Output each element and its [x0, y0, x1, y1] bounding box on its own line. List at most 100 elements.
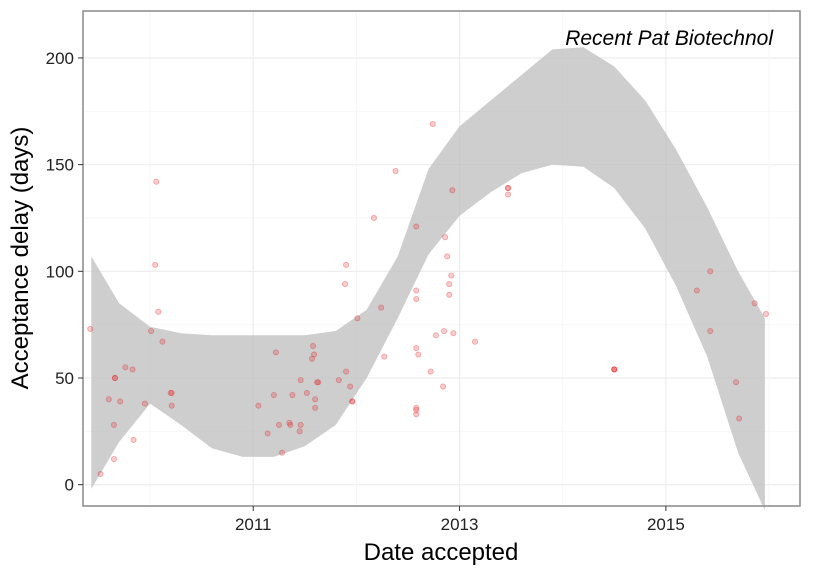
data-point — [148, 327, 155, 335]
data-point — [110, 456, 117, 463]
data-point — [122, 364, 129, 371]
smoothing-confidence-band — [91, 47, 765, 511]
plot-panel-border — [82, 10, 801, 507]
data-point — [159, 338, 166, 345]
data-point — [611, 366, 618, 373]
data-point — [370, 214, 377, 222]
data-point — [303, 389, 310, 396]
data-point — [441, 327, 448, 335]
y-tick-label: 100 — [46, 262, 74, 281]
axis-ticks: 0 50 100 150 200 2011 2013 2015 — [46, 49, 685, 534]
data-point — [504, 185, 512, 192]
data-point — [413, 295, 420, 303]
data-point — [287, 421, 294, 428]
data-point — [289, 392, 296, 399]
data-point — [111, 374, 119, 382]
data-point — [439, 383, 447, 390]
data-point — [310, 342, 317, 350]
y-tick-label: 150 — [46, 156, 74, 175]
data-point — [427, 368, 434, 375]
data-point — [449, 187, 456, 194]
data-point — [762, 310, 770, 318]
data-point — [611, 366, 618, 373]
data-point — [255, 402, 262, 409]
data-point — [611, 366, 618, 373]
data-point — [471, 338, 479, 345]
data-point — [275, 421, 283, 428]
data-point — [168, 402, 175, 409]
y-tick-label: 200 — [46, 49, 74, 68]
data-point — [732, 379, 740, 386]
data-point — [343, 368, 350, 375]
data-point — [111, 374, 119, 382]
data-point — [279, 449, 286, 456]
data-point — [312, 396, 319, 403]
data-point — [314, 379, 321, 386]
data-point — [442, 234, 449, 241]
data-point — [415, 351, 422, 358]
data-points — [87, 121, 770, 478]
chart-annotation: Recent Pat Biotechnol — [565, 27, 774, 50]
data-point — [286, 419, 293, 426]
data-point — [272, 349, 279, 356]
data-point — [97, 470, 104, 478]
data-point — [141, 400, 148, 407]
y-tick-label: 50 — [55, 369, 74, 388]
data-point — [311, 351, 318, 358]
data-point — [130, 436, 137, 443]
y-axis-title: Acceptance delay (days) — [7, 127, 34, 390]
data-point — [110, 421, 117, 428]
data-point — [315, 379, 322, 386]
data-point — [87, 325, 94, 332]
data-point — [270, 392, 277, 399]
data-point — [693, 287, 700, 294]
data-point — [349, 398, 356, 405]
data-point — [413, 411, 420, 418]
data-point — [343, 261, 350, 268]
data-point — [354, 315, 361, 322]
x-axis-title: Date accepted — [364, 539, 519, 566]
data-point — [335, 377, 342, 384]
x-tick-label: 2011 — [235, 515, 272, 534]
data-point — [450, 330, 457, 337]
data-point — [504, 191, 512, 198]
data-point — [155, 308, 162, 315]
data-point — [446, 291, 453, 298]
data-point — [153, 178, 160, 185]
data-point — [413, 287, 420, 294]
data-point — [168, 389, 175, 396]
data-point — [413, 223, 420, 230]
data-point — [432, 332, 439, 339]
data-point — [444, 253, 451, 260]
data-point — [736, 415, 743, 422]
data-point — [413, 345, 420, 352]
data-point — [308, 355, 316, 362]
data-point — [167, 389, 174, 396]
data-point — [751, 300, 758, 307]
data-point — [429, 121, 436, 128]
data-point — [296, 428, 303, 435]
data-point — [446, 281, 453, 288]
data-point — [413, 406, 420, 414]
data-point — [341, 281, 349, 288]
data-point — [707, 268, 714, 275]
x-tick-label: 2015 — [647, 515, 685, 534]
data-point — [504, 185, 512, 192]
data-point — [707, 327, 714, 335]
data-point — [297, 421, 304, 428]
x-tick-label: 2013 — [441, 515, 479, 534]
data-point — [347, 383, 354, 390]
data-point — [152, 261, 159, 268]
data-point — [297, 377, 304, 384]
data-point — [413, 404, 420, 411]
y-tick-label: 0 — [65, 476, 74, 495]
data-point — [392, 167, 399, 175]
data-point — [349, 398, 356, 405]
data-point — [312, 404, 319, 411]
data-point — [448, 272, 455, 279]
data-point — [117, 398, 124, 405]
data-point — [378, 304, 385, 311]
data-point — [381, 353, 388, 360]
